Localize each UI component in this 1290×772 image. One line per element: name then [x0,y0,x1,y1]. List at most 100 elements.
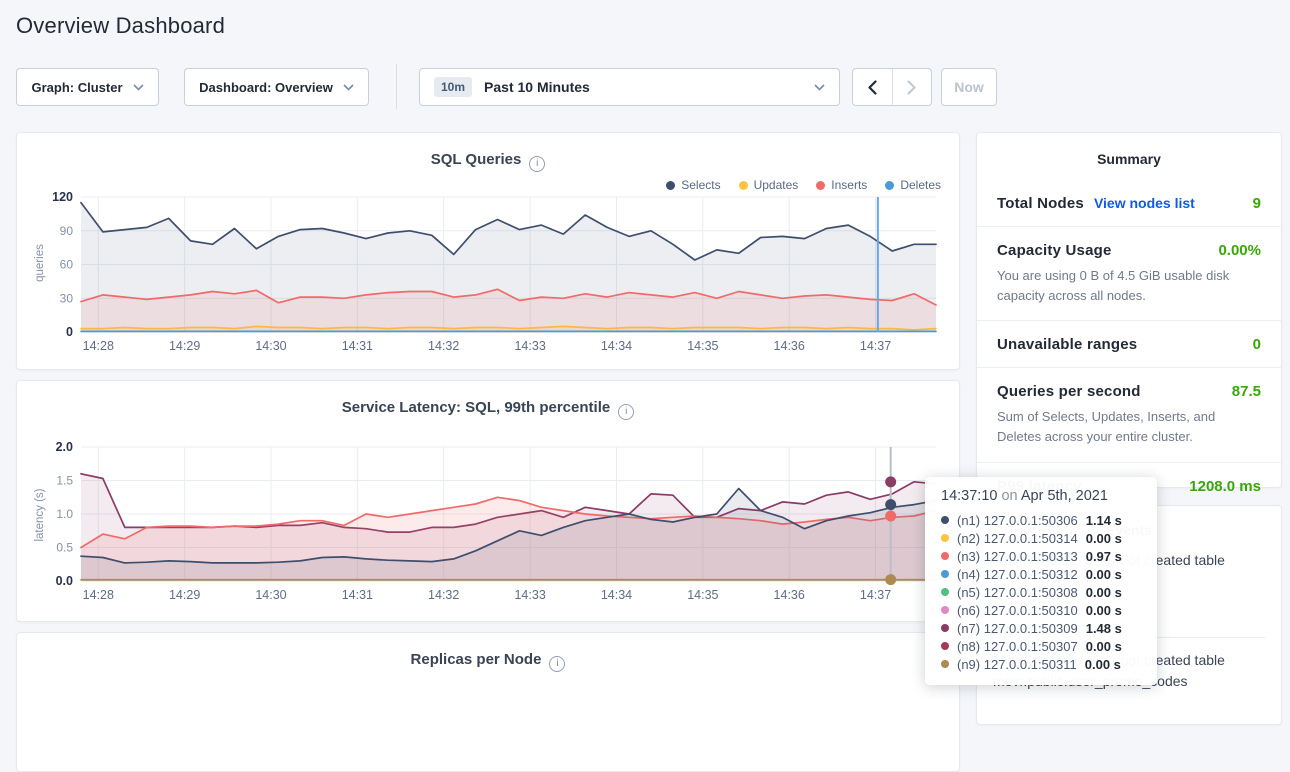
chart-title-row: Replicas per Node i [17,651,959,672]
replicas-chart-title: Replicas per Node [410,651,542,668]
chevron-down-icon [343,83,354,91]
summary-row-qps: Queries per second 87.5 Sum of Selects, … [977,368,1281,463]
node-color-dot-icon [941,606,949,614]
svg-text:14:29: 14:29 [169,339,200,353]
time-next-button[interactable] [891,69,931,105]
chart-title-row: Service Latency: SQL, 99th percentile i [17,399,959,420]
service-latency-card: Service Latency: SQL, 99th percentile i l… [16,380,960,622]
node-color-dot-icon [941,516,949,524]
time-prev-button[interactable] [853,69,892,105]
page-title: Overview Dashboard [16,13,226,38]
chart-hover-tooltip: 14:37:10 on Apr 5th, 2021 (n1) 127.0.0.1… [925,477,1157,685]
legend-item: Selects [666,178,721,192]
node-color-dot-icon [941,552,949,560]
svg-text:14:36: 14:36 [774,588,805,602]
legend-dot-icon [738,180,748,190]
legend-dot-icon [816,180,826,190]
total-nodes-label: Total Nodes [997,195,1084,212]
capacity-usage-label: Capacity Usage [997,242,1112,259]
node-color-dot-icon [941,534,949,542]
svg-text:14:30: 14:30 [255,588,286,602]
toolbar-divider [396,64,397,109]
svg-text:60: 60 [60,258,74,272]
qps-desc: Sum of Selects, Updates, Inserts, and De… [997,409,1216,445]
svg-text:14:28: 14:28 [83,339,114,353]
capacity-usage-desc: You are using 0 B of 4.5 GiB usable disk… [997,268,1230,304]
svg-text:1.5: 1.5 [56,474,73,488]
chevron-down-icon [814,83,825,91]
summary-row-total-nodes: Total Nodes View nodes list 9 [977,173,1281,227]
tooltip-node-row: (n1) 127.0.0.1:50306 1.14 s [941,511,1141,529]
tooltip-node-row: (n3) 127.0.0.1:50313 0.97 s [941,547,1141,565]
tooltip-node-row: (n9) 127.0.0.1:50311 0.00 s [941,655,1141,673]
legend-item: Inserts [816,178,867,192]
svg-text:1.0: 1.0 [56,507,73,521]
node-color-dot-icon [941,624,949,632]
svg-text:0.5: 0.5 [56,541,73,555]
legend-dot-icon [885,180,895,190]
tooltip-node-row: (n8) 127.0.0.1:50307 0.00 s [941,637,1141,655]
time-range-badge: 10m [434,77,473,97]
svg-text:120: 120 [52,190,73,204]
tooltip-node-row: (n2) 127.0.0.1:50314 0.00 s [941,529,1141,547]
chevron-down-icon [132,83,144,91]
svg-text:14:35: 14:35 [687,339,718,353]
info-icon[interactable]: i [549,655,566,672]
legend-item: Updates [738,178,798,192]
now-button[interactable]: Now [941,68,997,106]
total-nodes-value: 9 [1252,195,1261,212]
qps-label: Queries per second [997,383,1141,401]
chevron-right-icon [907,79,916,95]
svg-text:90: 90 [60,224,74,238]
summary-row-capacity: Capacity Usage 0.00% You are using 0 B o… [977,227,1281,322]
sql-queries-card: SQL Queries i Selects Updates Inserts Delete… [16,132,960,370]
svg-text:14:37: 14:37 [860,339,891,353]
node-color-dot-icon [941,588,949,596]
info-icon[interactable]: i [529,155,546,172]
node-color-dot-icon [941,642,949,650]
svg-text:14:35: 14:35 [687,588,718,602]
tooltip-timestamp: 14:37:10 on Apr 5th, 2021 [941,488,1108,504]
graph-dropdown[interactable]: Graph: Cluster [16,68,159,106]
svg-text:14:28: 14:28 [83,588,114,602]
svg-text:14:33: 14:33 [514,588,545,602]
svg-text:14:30: 14:30 [255,339,286,353]
svg-text:14:31: 14:31 [342,339,373,353]
qps-value: 87.5 [1231,383,1261,401]
svg-text:0.0: 0.0 [56,574,73,588]
svg-text:0: 0 [66,325,73,339]
svg-text:14:33: 14:33 [514,339,545,353]
svg-text:14:32: 14:32 [428,339,459,353]
tooltip-node-row: (n5) 127.0.0.1:50308 0.00 s [941,583,1141,601]
summary-panel: Summary Total Nodes View nodes list 9 Ca… [976,132,1282,495]
svg-text:14:36: 14:36 [774,339,805,353]
svg-text:14:31: 14:31 [342,588,373,602]
tooltip-node-row: (n7) 127.0.0.1:50309 1.48 s [941,619,1141,637]
service-latency-chart[interactable]: 14:28 14:29 14:30 14:31 14:32 14:33 14:34 14:35… [17,437,961,615]
info-icon[interactable]: i [618,403,635,420]
svg-text:14:37: 14:37 [860,588,891,602]
chart-title-row: SQL Queries i [17,151,959,172]
summary-row-unavailable: Unavailable ranges 0 [977,321,1281,369]
tooltip-node-row: (n6) 127.0.0.1:50310 0.00 s [941,601,1141,619]
sql-queries-chart[interactable]: 14:28 14:29 14:30 14:31 14:32 14:33 14:34 14:35… [17,189,961,364]
svg-text:14:32: 14:32 [428,588,459,602]
sql-queries-legend: Selects Updates Inserts Deletes [666,178,941,192]
graph-dropdown-label: Graph: Cluster [31,79,123,95]
node-color-dot-icon [941,570,949,578]
service-latency-chart-title: Service Latency: SQL, 99th percentile [341,399,611,416]
unavailable-ranges-value: 0 [1252,336,1261,354]
time-nav-group [852,68,932,106]
dashboard-dropdown[interactable]: Dashboard: Overview [184,68,369,106]
replicas-per-node-card: Replicas per Node i [16,632,960,772]
svg-text:14:34: 14:34 [601,588,632,602]
p99-latency-value: 1208.0 ms [1189,477,1261,495]
unavailable-ranges-label: Unavailable ranges [997,336,1138,354]
time-range-selector[interactable]: 10m Past 10 Minutes [419,68,840,106]
legend-item: Deletes [885,178,941,192]
view-nodes-list-link[interactable]: View nodes list [1093,195,1195,211]
svg-text:14:29: 14:29 [169,588,200,602]
chevron-left-icon [868,79,878,95]
capacity-usage-value: 0.00% [1218,242,1261,259]
svg-text:14:34: 14:34 [601,339,632,353]
